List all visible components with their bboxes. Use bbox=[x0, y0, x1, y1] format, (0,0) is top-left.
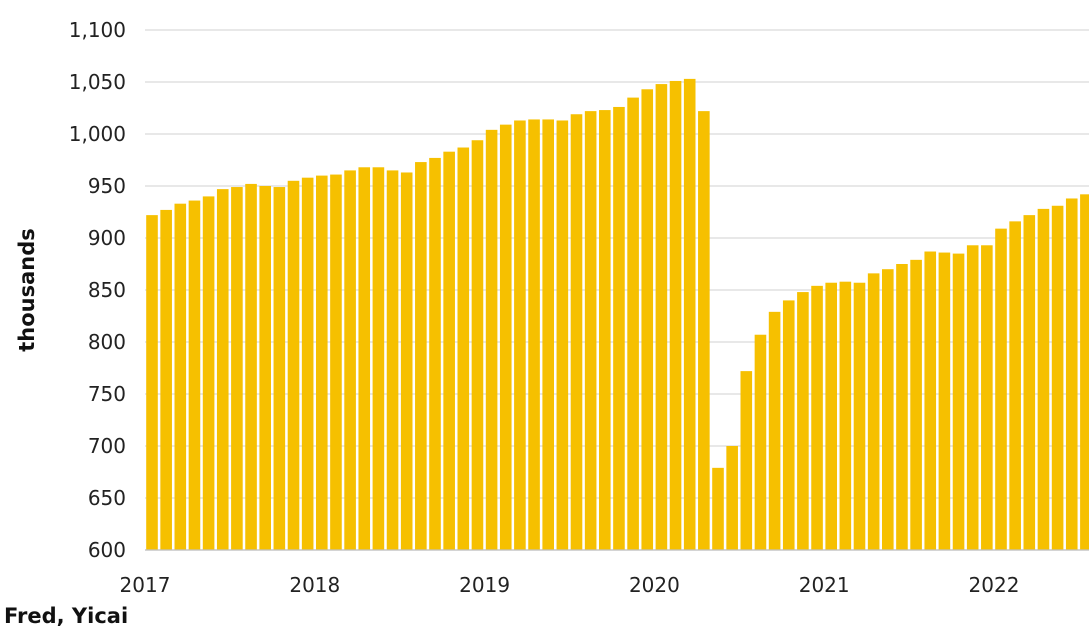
y-tick-label: 1,000 bbox=[69, 122, 126, 146]
bar bbox=[698, 111, 710, 551]
bar bbox=[372, 167, 385, 550]
bar bbox=[287, 180, 300, 551]
bar bbox=[160, 209, 172, 551]
y-tick-label: 950 bbox=[88, 174, 126, 198]
bar bbox=[344, 170, 356, 550]
y-axis-label: thousands bbox=[15, 228, 39, 352]
bar bbox=[613, 106, 625, 551]
bar bbox=[429, 157, 441, 551]
bar bbox=[1051, 205, 1064, 550]
y-tick-label: 850 bbox=[88, 278, 126, 302]
bar bbox=[924, 251, 937, 550]
x-axis-ticks: 2017 2018 2019 2020 2021 2022 bbox=[120, 573, 1020, 597]
bar bbox=[1037, 208, 1050, 550]
bar bbox=[216, 189, 229, 550]
bar bbox=[584, 111, 597, 551]
bar bbox=[797, 292, 809, 550]
bar bbox=[712, 467, 724, 550]
bar bbox=[627, 97, 639, 550]
bar bbox=[471, 140, 484, 551]
bar bbox=[839, 281, 852, 550]
bar bbox=[188, 200, 201, 550]
bar bbox=[641, 89, 654, 550]
bar bbox=[485, 129, 498, 550]
bar bbox=[542, 119, 554, 550]
bar bbox=[867, 273, 880, 550]
bar bbox=[415, 162, 427, 550]
bar bbox=[457, 147, 470, 550]
bar bbox=[825, 282, 837, 550]
y-tick-label: 800 bbox=[88, 330, 126, 354]
bar bbox=[882, 269, 894, 550]
bar bbox=[599, 110, 611, 550]
bar bbox=[231, 187, 243, 551]
y-tick-label: 700 bbox=[88, 434, 126, 458]
bar bbox=[669, 80, 682, 551]
y-axis-ticks: 600 650 700 750 800 850 900 950 1,000 1,050 1,100 bbox=[69, 18, 126, 562]
y-tick-label: 1,050 bbox=[69, 70, 126, 94]
x-tick-label: 2021 bbox=[799, 573, 850, 597]
bar bbox=[938, 252, 951, 550]
y-tick-label: 650 bbox=[88, 486, 126, 510]
bar bbox=[386, 170, 399, 550]
bar bbox=[740, 371, 753, 550]
bar bbox=[245, 183, 257, 551]
bar bbox=[514, 120, 526, 550]
bar bbox=[174, 203, 187, 550]
bar bbox=[995, 228, 1007, 550]
y-tick-label: 900 bbox=[88, 226, 126, 250]
bar bbox=[1023, 215, 1036, 550]
bar bbox=[273, 187, 286, 551]
bar bbox=[966, 245, 979, 550]
x-tick-label: 2022 bbox=[969, 573, 1020, 597]
bar bbox=[570, 114, 583, 551]
bar bbox=[811, 285, 823, 550]
bar bbox=[443, 151, 455, 550]
bar bbox=[853, 282, 866, 550]
bar bbox=[556, 120, 569, 550]
bar bbox=[316, 175, 328, 550]
bar bbox=[202, 196, 215, 550]
source-note: Fred, Yicai bbox=[4, 604, 129, 628]
bar bbox=[655, 84, 668, 550]
y-tick-label: 1,100 bbox=[69, 18, 126, 42]
bar bbox=[1065, 198, 1078, 551]
y-tick-label: 600 bbox=[88, 538, 126, 562]
bars bbox=[145, 78, 1089, 551]
bar bbox=[768, 311, 781, 550]
bar bbox=[782, 300, 795, 550]
bar bbox=[358, 167, 371, 550]
x-tick-label: 2018 bbox=[289, 573, 340, 597]
bar bbox=[259, 186, 271, 550]
bar bbox=[754, 334, 767, 550]
bar bbox=[726, 446, 738, 550]
x-tick-label: 2017 bbox=[120, 573, 171, 597]
bar bbox=[330, 174, 342, 550]
bar bbox=[910, 259, 922, 550]
x-tick-label: 2020 bbox=[629, 573, 680, 597]
bar bbox=[528, 119, 540, 550]
bar bbox=[499, 124, 512, 550]
bar bbox=[1080, 194, 1089, 550]
bar bbox=[1009, 221, 1021, 551]
bar bbox=[301, 177, 314, 550]
bar bbox=[981, 245, 993, 550]
y-tick-label: 750 bbox=[88, 382, 126, 406]
bar bbox=[146, 215, 158, 550]
bar bbox=[952, 253, 965, 550]
bar bbox=[400, 172, 413, 551]
x-tick-label: 2019 bbox=[459, 573, 510, 597]
bar bbox=[683, 78, 696, 550]
bar bbox=[896, 264, 908, 550]
